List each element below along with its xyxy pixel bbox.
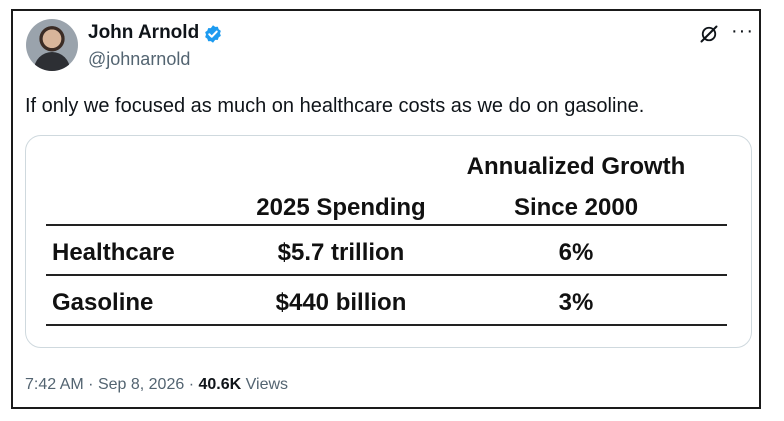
tweet-date[interactable]: Sep 8, 2026 [97, 376, 185, 393]
tweet-text: If only we focused as much on healthcare… [25, 95, 645, 117]
tweet-time[interactable]: 7:42 AM [25, 376, 84, 393]
views-label[interactable]: Views [245, 376, 289, 393]
views-count[interactable]: 40.6K [198, 376, 242, 393]
verified-badge-icon [205, 25, 221, 43]
header-growth-line2: Since 2000 [513, 194, 639, 221]
avatar[interactable] [26, 19, 78, 71]
cell-spending-healthcare: $5.7 trillion [277, 239, 405, 266]
header-growth-line1: Annualized Growth [466, 153, 686, 180]
media-image[interactable]: Annualized Growth 2025 Spending Since 20… [25, 135, 752, 348]
row-label-gasoline: Gasoline [52, 289, 154, 316]
meta-separator: · [88, 376, 94, 393]
table-rule [46, 324, 727, 326]
more-options-icon[interactable]: ··· [731, 20, 754, 42]
tweet-card: John Arnold @johnarnold ··· If only we f… [11, 9, 761, 409]
header-spending: 2025 Spending [256, 194, 426, 221]
author-name[interactable]: John Arnold [88, 22, 200, 43]
table-rule [46, 274, 727, 276]
avatar-body [34, 52, 70, 71]
tweet-timestamp[interactable]: 7:42 AM · Sep 8, 2026 · 40.6K Views [25, 376, 288, 394]
table-rule [46, 224, 727, 226]
cell-growth-healthcare: 6% [558, 239, 594, 266]
cell-growth-gasoline: 3% [558, 289, 594, 316]
author-handle[interactable]: @johnarnold [88, 49, 191, 69]
grok-icon[interactable] [699, 24, 719, 44]
row-label-healthcare: Healthcare [52, 239, 175, 266]
cell-spending-gasoline: $440 billion [275, 289, 407, 316]
meta-separator: · [188, 376, 195, 393]
